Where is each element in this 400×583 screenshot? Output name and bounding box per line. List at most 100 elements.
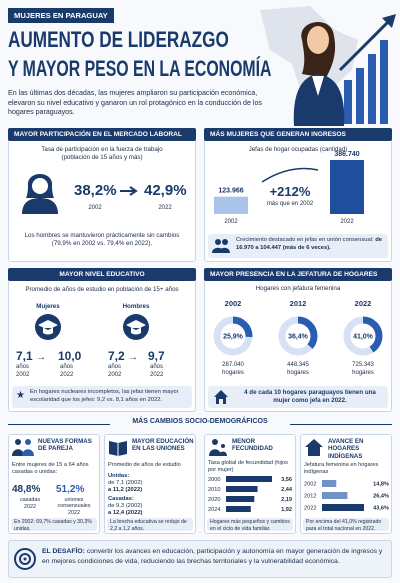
woman-icon [22,174,58,214]
year: 2002 [304,482,316,488]
panel [8,434,100,534]
section-title: MÁS MUJERES QUE GENERAN INGRESOS [204,128,392,141]
from: de 7,1 (2002) [108,480,143,486]
value: 10,0 [58,349,82,363]
value-label: 123.966 [218,188,243,195]
title-line: Y MAYOR PESO EN LA ECONOMÍA [8,56,272,81]
note-box [12,386,192,408]
from: de 9,3 (2002) [108,503,143,509]
value: 48,8% [12,484,41,495]
star-icon: ★ [16,390,25,401]
section-title: MAYOR NIVEL EDUCATIVO [8,268,196,281]
bar [322,504,364,511]
arrow [120,186,138,196]
cap-icon [35,314,61,340]
target-icon [14,548,36,570]
note: La brecha educativa se redujo de 2,2 a 1… [107,518,193,532]
year: 2012 [290,299,307,308]
value-label: 1,92 [281,507,292,513]
year: 2020 [208,497,220,503]
year: 2022 [340,219,354,225]
year: 2010 [208,487,220,493]
footer-box [8,540,392,578]
year: 2022 [68,510,80,516]
bar [226,476,272,482]
hero-illustration [260,6,396,126]
column-title: AVANCE EN HOGARES INDÍGENAS [328,438,364,460]
value-label: 41,0% [353,334,374,341]
panel [204,434,296,534]
bar [226,506,251,512]
column-title: MAYOR EDUCACIÓN EN LAS UNIONES [132,438,194,453]
arrow: → [128,352,138,363]
group-name: Casadas: [108,496,134,502]
bar [322,480,337,487]
year: 2022 [60,372,74,378]
group-name: Mujeres [36,303,60,310]
growth: +212% [269,184,311,199]
note: Los hombres se mantuvieron prácticamente… [24,232,180,248]
value-label: 26,4% [373,494,389,500]
value-label: 14,8% [373,482,389,488]
value-label: 2,19 [281,497,292,503]
section-title: MÁS CAMBIOS SOCIO-DEMOGRÁFICOS [110,418,290,425]
to: a 12,4 (2022) [108,510,143,516]
group-name: Hombres [122,303,150,310]
intro: En las últimas dos décadas, las mujeres … [8,89,262,117]
note: Por encima del 41,0% registrado para el … [303,518,389,532]
bar [226,496,255,502]
year: 2022 [355,299,372,308]
footer: EL DESAFÍO: convertir los avances en edu… [42,547,386,566]
note: Crecimiento destacado en jefas en unión … [236,237,386,252]
note-bold: de 16.970 a 104.447 (más de 6 veces). [236,237,382,251]
year: 2022 [158,205,172,211]
year: 2024 [208,507,220,513]
note-text: Crecimiento destacado en jefas en unión … [236,237,374,243]
section-title: MAYOR PRESENCIA EN LA JEFATURA DE HOGARE… [204,268,392,281]
unit: años [150,364,164,370]
value-label: 386.740 [334,151,359,158]
subtitle: Hogares con jefatura femenina [255,285,341,292]
label: casadas [19,497,41,503]
bar [322,492,348,499]
to: a 11,2 (2022) [108,487,143,493]
title-line: AUMENTO DE LIDERAZGO [8,27,229,52]
note: Hogares más pequeños y cambios en el cic… [207,518,293,532]
column-title: MENOR FECUNDIDAD [232,438,273,453]
year: 2022 [304,506,316,512]
home-icon [305,439,323,456]
subtitle: Promedio de años de estudio en población… [25,286,179,293]
unit: hogares [222,370,244,376]
value: 38,2% [74,182,117,199]
section-title: MAYOR PARTICIPACIÓN EN EL MERCADO LABORA… [8,128,196,141]
tag: MUJERES EN PARAGUAY [8,8,114,23]
subtitle: Promedio de años de estudio [108,462,181,468]
unit: años [108,364,122,370]
year: 2002 [224,219,238,225]
people-icon [212,239,230,253]
subtitle: Tasa de participación en la fuerza de tr… [41,146,163,162]
count: 725.343 [352,362,374,368]
note-box [208,234,388,258]
couple-icon [12,439,34,456]
year: 2012 [304,494,316,500]
footer-label: EL DESAFÍO: [42,548,85,555]
value-label: 3,56 [281,477,292,483]
year: 2002 [16,372,30,378]
group-name: Unidas: [108,473,130,479]
column-title: NUEVAS FORMAS DE PAREJA [38,438,92,453]
note: En hogares nucleares incompletos, las je… [30,389,179,403]
year: 2002 [225,299,242,308]
bar [330,160,364,214]
unit: años [16,364,30,370]
value: 9,7 [148,349,165,363]
arrow: → [36,352,46,363]
subtitle: Jefas de hogar ocupadas (cantidad) [248,146,348,153]
value: 42,9% [144,182,187,199]
family-icon [209,439,227,456]
unit: hogares [352,370,374,376]
count: 287.040 [222,362,244,368]
footer-text: convertir los avances en educación, part… [42,548,383,565]
